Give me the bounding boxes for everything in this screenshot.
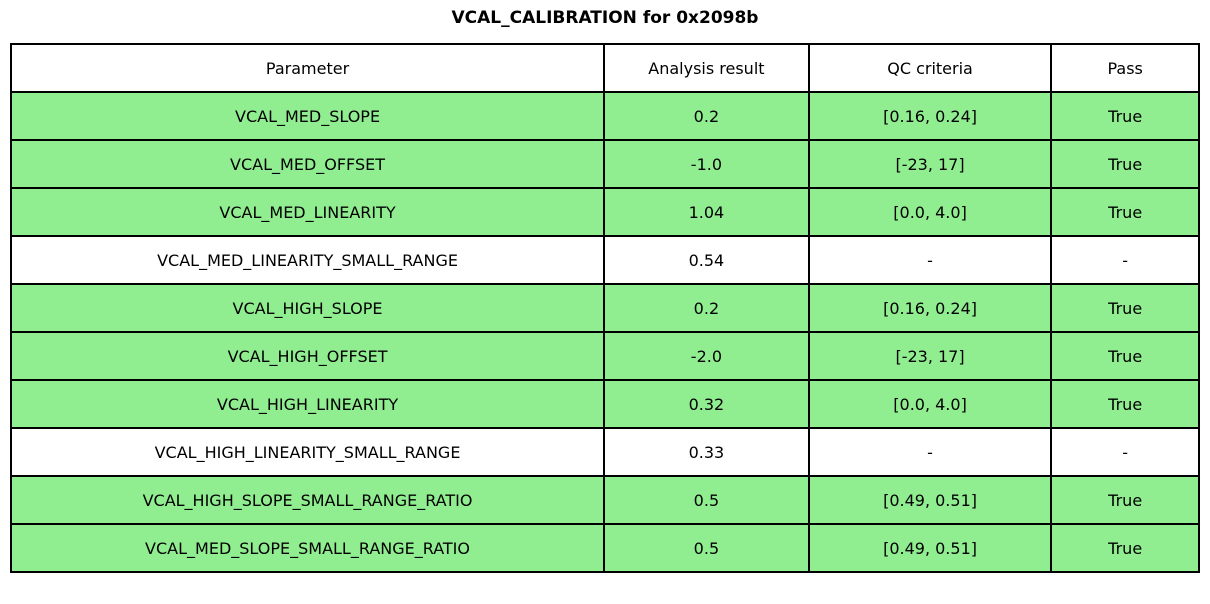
table-row: VCAL_HIGH_SLOPE_SMALL_RANGE_RATIO 0.5 [0… — [9, 475, 1200, 525]
qc-criteria-table: Parameter Analysis result QC criteria Pa… — [9, 43, 1200, 573]
parameter-cell: VCAL_HIGH_LINEARITY — [9, 379, 606, 429]
table-header-row: Parameter Analysis result QC criteria Pa… — [9, 43, 1200, 93]
table-row: VCAL_HIGH_OFFSET -2.0 [-23, 17] True — [9, 331, 1200, 381]
result-cell: 0.5 — [603, 523, 810, 573]
pass-cell: True — [1050, 475, 1200, 525]
pass-cell: True — [1050, 523, 1200, 573]
column-header-pass: Pass — [1050, 43, 1200, 93]
criteria-cell: [0.49, 0.51] — [807, 523, 1053, 573]
parameter-cell: VCAL_HIGH_SLOPE — [9, 283, 606, 333]
pass-cell: True — [1050, 187, 1200, 237]
pass-cell: True — [1050, 91, 1200, 141]
table-row: VCAL_MED_LINEARITY 1.04 [0.0, 4.0] True — [9, 187, 1200, 237]
result-cell: 1.04 — [603, 187, 810, 237]
table-row: VCAL_MED_SLOPE 0.2 [0.16, 0.24] True — [9, 91, 1200, 141]
table-row: VCAL_HIGH_LINEARITY 0.32 [0.0, 4.0] True — [9, 379, 1200, 429]
page-title: VCAL_CALIBRATION for 0x2098b — [451, 8, 759, 28]
pass-cell: True — [1050, 379, 1200, 429]
table-row: VCAL_HIGH_LINEARITY_SMALL_RANGE 0.33 - - — [9, 427, 1200, 477]
table-row: VCAL_MED_SLOPE_SMALL_RANGE_RATIO 0.5 [0.… — [9, 523, 1200, 573]
parameter-cell: VCAL_HIGH_OFFSET — [9, 331, 606, 381]
result-cell: 0.2 — [603, 91, 810, 141]
parameter-cell: VCAL_MED_LINEARITY — [9, 187, 606, 237]
result-cell: 0.32 — [603, 379, 810, 429]
column-header-analysis-result: Analysis result — [603, 43, 810, 93]
criteria-cell: - — [807, 427, 1053, 477]
pass-cell: - — [1050, 235, 1200, 285]
parameter-cell: VCAL_MED_SLOPE — [9, 91, 606, 141]
table-row: VCAL_MED_OFFSET -1.0 [-23, 17] True — [9, 139, 1200, 189]
table-body: VCAL_MED_SLOPE 0.2 [0.16, 0.24] True VCA… — [9, 91, 1200, 573]
column-header-parameter: Parameter — [9, 43, 606, 93]
result-cell: 0.2 — [603, 283, 810, 333]
parameter-cell: VCAL_MED_SLOPE_SMALL_RANGE_RATIO — [9, 523, 606, 573]
criteria-cell: [0.16, 0.24] — [807, 91, 1053, 141]
parameter-cell: VCAL_HIGH_LINEARITY_SMALL_RANGE — [9, 427, 606, 477]
criteria-cell: [-23, 17] — [807, 331, 1053, 381]
table-row: VCAL_HIGH_SLOPE 0.2 [0.16, 0.24] True — [9, 283, 1200, 333]
column-header-qc-criteria: QC criteria — [807, 43, 1053, 93]
parameter-cell: VCAL_MED_LINEARITY_SMALL_RANGE — [9, 235, 606, 285]
result-cell: 0.33 — [603, 427, 810, 477]
result-cell: 0.54 — [603, 235, 810, 285]
pass-cell: True — [1050, 331, 1200, 381]
parameter-cell: VCAL_MED_OFFSET — [9, 139, 606, 189]
table-header: Parameter Analysis result QC criteria Pa… — [9, 43, 1200, 93]
pass-cell: True — [1050, 283, 1200, 333]
result-cell: -1.0 — [603, 139, 810, 189]
criteria-cell: [0.0, 4.0] — [807, 379, 1053, 429]
criteria-cell: - — [807, 235, 1053, 285]
criteria-cell: [0.16, 0.24] — [807, 283, 1053, 333]
pass-cell: - — [1050, 427, 1200, 477]
pass-cell: True — [1050, 139, 1200, 189]
result-cell: 0.5 — [603, 475, 810, 525]
result-cell: -2.0 — [603, 331, 810, 381]
table-row: VCAL_MED_LINEARITY_SMALL_RANGE 0.54 - - — [9, 235, 1200, 285]
criteria-cell: [-23, 17] — [807, 139, 1053, 189]
criteria-cell: [0.49, 0.51] — [807, 475, 1053, 525]
parameter-cell: VCAL_HIGH_SLOPE_SMALL_RANGE_RATIO — [9, 475, 606, 525]
criteria-cell: [0.0, 4.0] — [807, 187, 1053, 237]
